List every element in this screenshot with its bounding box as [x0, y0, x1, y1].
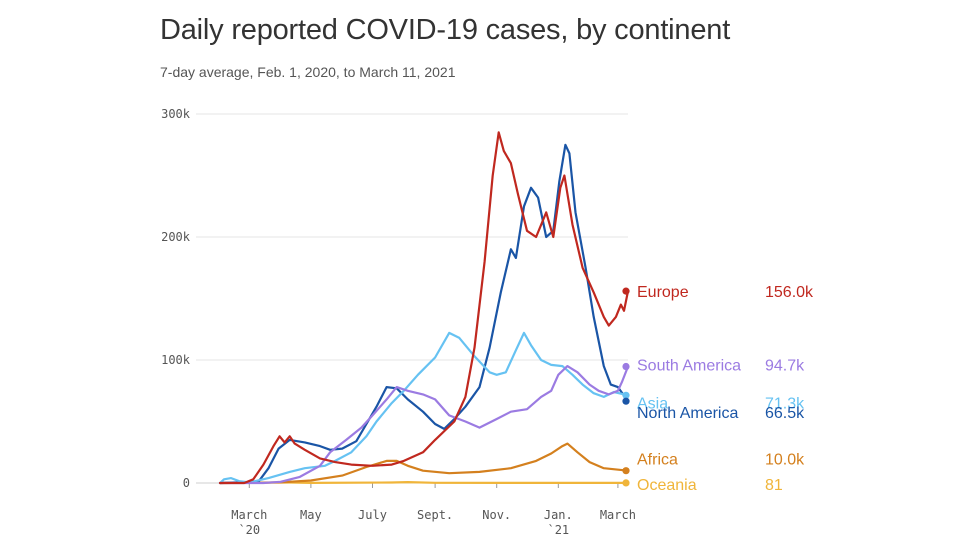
series-label-asia: Asia	[637, 395, 668, 412]
series-line-europe	[218, 131, 630, 485]
series-value-asia: 71.3k	[765, 395, 805, 412]
series-value-south-america: 94.7k	[765, 358, 805, 375]
series-line-africa	[218, 442, 630, 485]
end-dot-asia	[622, 391, 630, 399]
chart-subtitle: 7-day average, Feb. 1, 2020, to March 11…	[160, 64, 456, 80]
chart-title: Daily reported COVID-19 cases, by contin…	[160, 14, 731, 46]
series-value-north-america: 66.5k	[765, 405, 805, 422]
series-label-oceania: Oceania	[637, 477, 697, 494]
end-dot-south-america	[622, 362, 630, 371]
y-axis: 0 100k 200k 300k	[161, 107, 191, 490]
series-lines	[218, 131, 630, 485]
series-label-europe: Europe	[637, 284, 689, 301]
x-tick-sublabel: `20	[238, 523, 260, 537]
y-tick-label: 0	[183, 476, 190, 490]
series-value-africa: 10.0k	[765, 452, 805, 469]
x-tick-label: Jan.	[544, 508, 573, 522]
x-tick-label: Nov.	[482, 508, 511, 522]
x-tick-label: July	[358, 508, 387, 522]
end-dot-oceania	[622, 479, 630, 487]
series-line-south-america	[218, 365, 630, 485]
series-line-north-america	[218, 143, 630, 485]
end-dot-europe	[622, 287, 630, 295]
series-label-north-america: North America	[637, 405, 738, 422]
x-tick-label: March	[600, 508, 636, 522]
y-tick-label: 300k	[161, 107, 191, 121]
end-dot-africa	[622, 467, 630, 475]
series-line-asia	[218, 331, 630, 485]
gridlines	[196, 113, 628, 484]
x-tick-label: March	[231, 508, 267, 522]
x-tick-label: May	[300, 508, 322, 522]
x-tick-label: Sept.	[417, 508, 453, 522]
series-value-oceania: 81	[765, 477, 783, 494]
series-value-europe: 156.0k	[765, 284, 814, 301]
series-label-south-america: South America	[637, 358, 741, 375]
y-tick-label: 200k	[161, 230, 191, 244]
x-tick-sublabel: `21	[547, 523, 569, 537]
series-label-africa: Africa	[637, 452, 678, 469]
end-dot-north-america	[622, 397, 630, 405]
y-tick-label: 100k	[161, 353, 191, 367]
series-labels: Europe 156.0k South America 94.7k Asia 71.3k N…	[622, 284, 814, 494]
